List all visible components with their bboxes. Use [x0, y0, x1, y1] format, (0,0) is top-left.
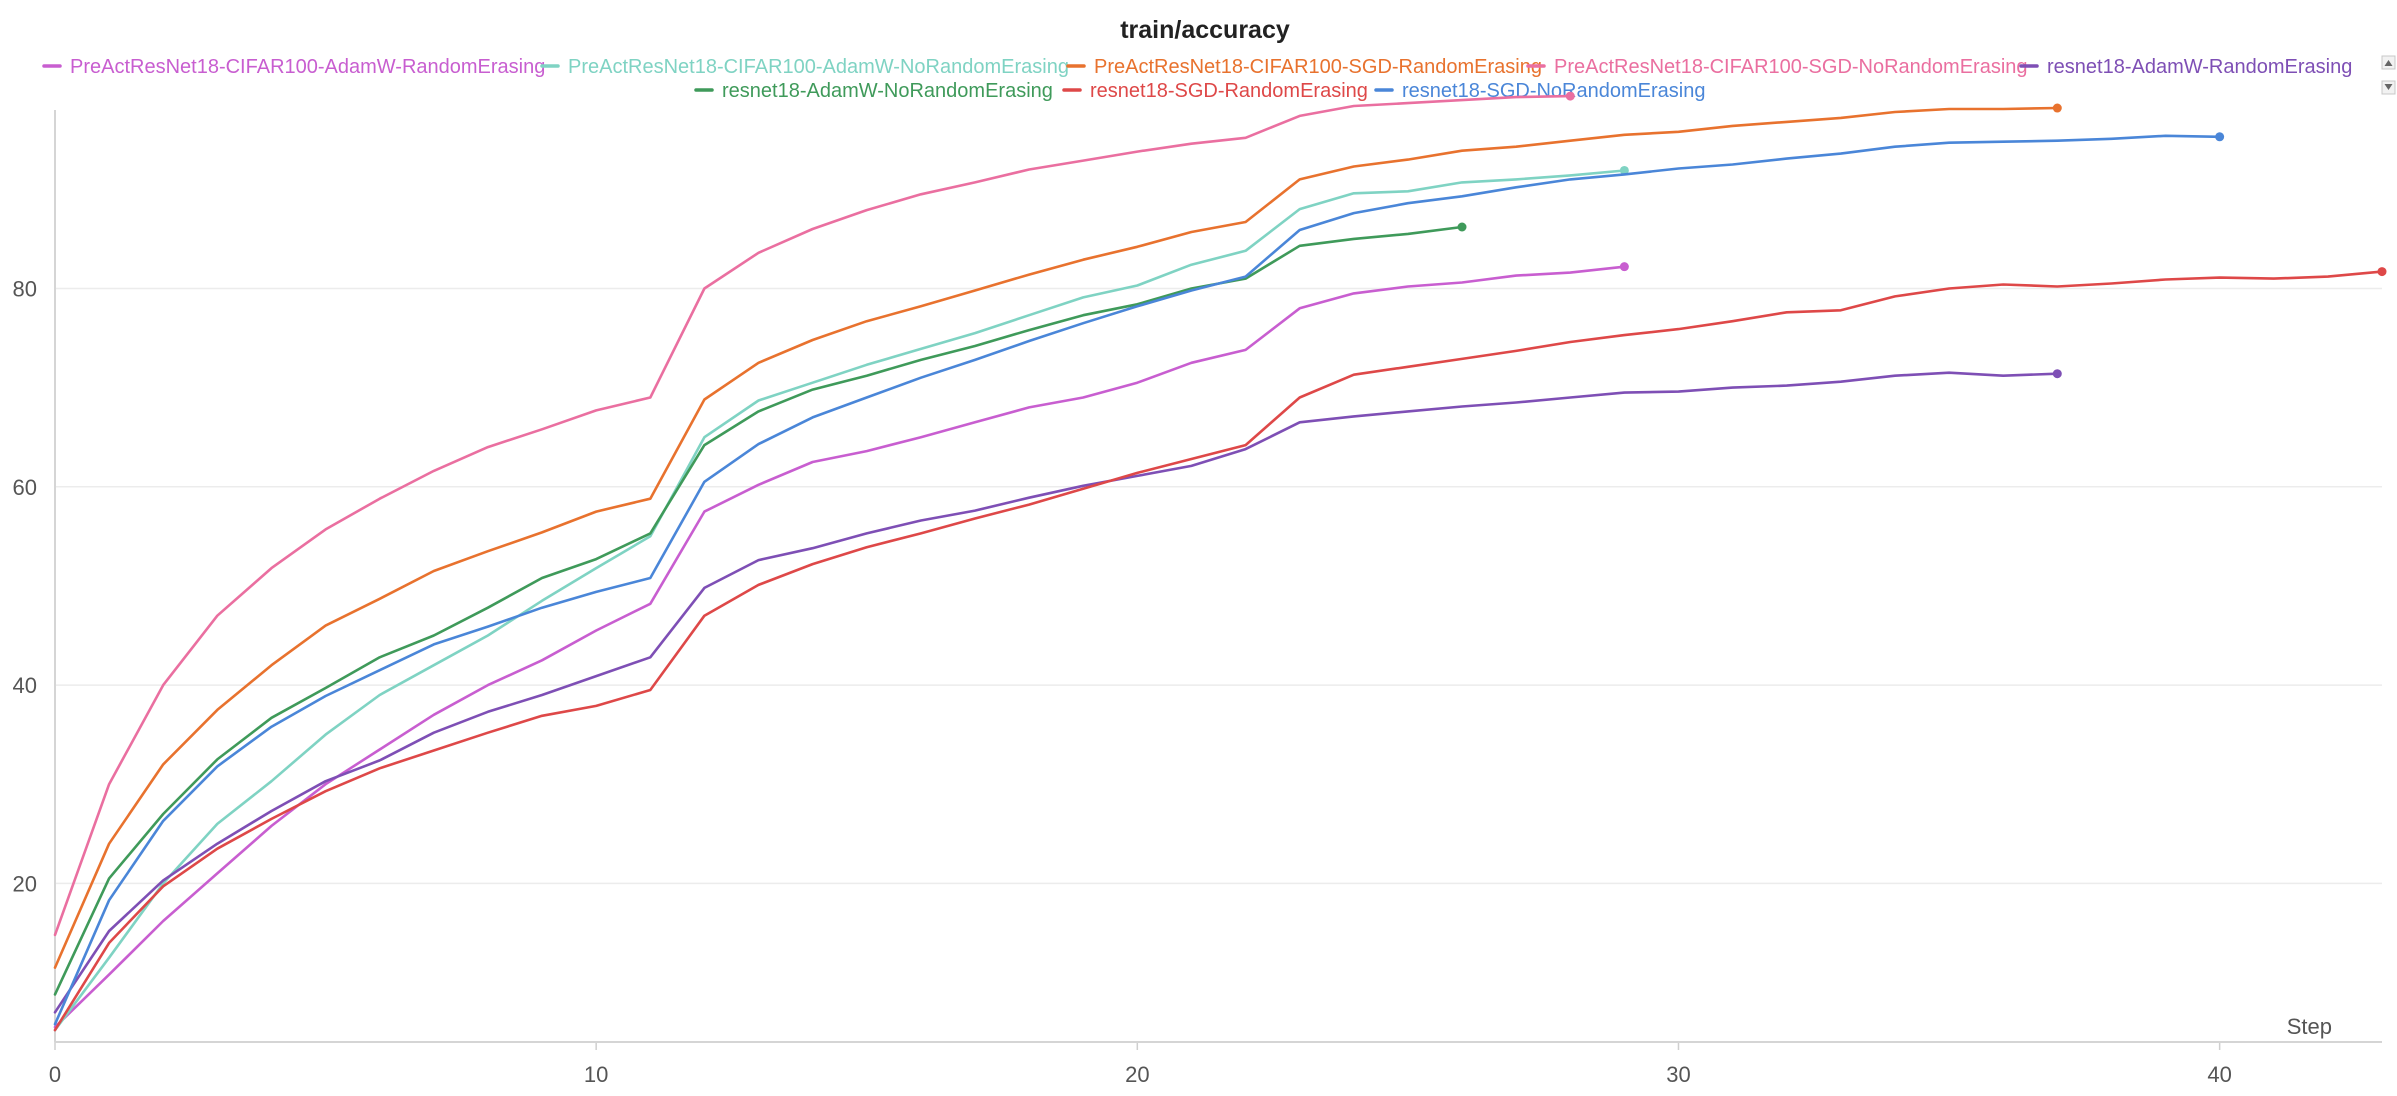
- series-end-point: [2052, 369, 2062, 379]
- legend-scroll[interactable]: [2381, 55, 2396, 95]
- legend-label: resnet18-AdamW-RandomErasing: [2047, 56, 2352, 78]
- series-group: [53, 91, 2387, 1032]
- series-end-point: [1619, 165, 1629, 175]
- legend-label: resnet18-SGD-RandomErasing: [1090, 80, 1368, 102]
- legend-item[interactable]: PreActResNet18-CIFAR100-AdamW-RandomEras…: [42, 56, 545, 78]
- series-resnet18-AdamW-RandomErasing: [53, 369, 2062, 1014]
- legend-label: PreActResNet18-CIFAR100-AdamW-RandomEras…: [70, 56, 545, 78]
- x-tick-label: 40: [2207, 1062, 2231, 1087]
- series-line[interactable]: [53, 371, 2059, 1014]
- legend-item[interactable]: resnet18-AdamW-RandomErasing: [2019, 56, 2352, 78]
- series-PreActResNet18-CIFAR100-SGD-RandomErasing: [53, 103, 2062, 969]
- grid: [55, 287, 2382, 885]
- series-line[interactable]: [53, 94, 1572, 937]
- legend-label: PreActResNet18-CIFAR100-SGD-RandomErasin…: [1094, 56, 1542, 78]
- x-tick-label: 30: [1666, 1062, 1690, 1087]
- series-line[interactable]: [53, 169, 1626, 1032]
- series-resnet18-SGD-NoRandomErasing: [53, 132, 2225, 1026]
- series-end-point: [2215, 132, 2225, 142]
- series-end-point: [1565, 91, 1575, 101]
- series-resnet18-AdamW-NoRandomErasing: [53, 222, 1467, 996]
- series-end-point: [2377, 267, 2387, 277]
- x-axis-label: Step: [2287, 1014, 2332, 1039]
- scroll-down-icon: [2384, 84, 2393, 90]
- series-PreActResNet18-CIFAR100-AdamW-NoRandomErasing: [53, 165, 1629, 1032]
- legend-label: PreActResNet18-CIFAR100-SGD-NoRandomEras…: [1554, 56, 2028, 78]
- series-PreActResNet18-CIFAR100-SGD-NoRandomErasing: [53, 91, 1575, 937]
- x-tick-label: 20: [1125, 1062, 1149, 1087]
- x-tick-label: 10: [584, 1062, 608, 1087]
- series-end-point: [1619, 262, 1629, 272]
- series-end-point: [1457, 222, 1467, 232]
- legend-item[interactable]: PreActResNet18-CIFAR100-AdamW-NoRandomEr…: [540, 56, 1069, 78]
- series-line[interactable]: [53, 270, 2384, 1032]
- series-line[interactable]: [53, 106, 2059, 969]
- legend-label: resnet18-SGD-NoRandomErasing: [1402, 80, 1705, 102]
- legend: PreActResNet18-CIFAR100-AdamW-RandomEras…: [42, 56, 2352, 102]
- series-line[interactable]: [53, 225, 1464, 996]
- legend-label: resnet18-AdamW-NoRandomErasing: [722, 80, 1053, 102]
- legend-item[interactable]: resnet18-SGD-NoRandomErasing: [1374, 80, 1705, 102]
- series-end-point: [2052, 103, 2062, 113]
- y-tick-label: 80: [13, 276, 37, 301]
- y-tick-label: 60: [13, 475, 37, 500]
- series-PreActResNet18-CIFAR100-AdamW-RandomErasing: [53, 262, 1629, 1029]
- series-line[interactable]: [53, 265, 1626, 1029]
- legend-item[interactable]: PreActResNet18-CIFAR100-SGD-RandomErasin…: [1066, 56, 1542, 78]
- legend-label: PreActResNet18-CIFAR100-AdamW-NoRandomEr…: [568, 56, 1069, 78]
- series-resnet18-SGD-RandomErasing: [53, 267, 2387, 1032]
- scroll-up-icon: [2384, 60, 2393, 66]
- x-tick-label: 0: [49, 1062, 61, 1087]
- axes: 20 40 60 80 0 10 20 30 40: [13, 110, 2382, 1087]
- legend-item[interactable]: resnet18-SGD-RandomErasing: [1062, 80, 1368, 102]
- legend-item[interactable]: PreActResNet18-CIFAR100-SGD-NoRandomEras…: [1526, 56, 2028, 78]
- chart-title: train/accuracy: [1120, 16, 1290, 44]
- y-tick-label: 40: [13, 673, 37, 698]
- series-line[interactable]: [53, 134, 2221, 1026]
- y-tick-label: 20: [13, 871, 37, 896]
- legend-item[interactable]: resnet18-AdamW-NoRandomErasing: [694, 80, 1053, 102]
